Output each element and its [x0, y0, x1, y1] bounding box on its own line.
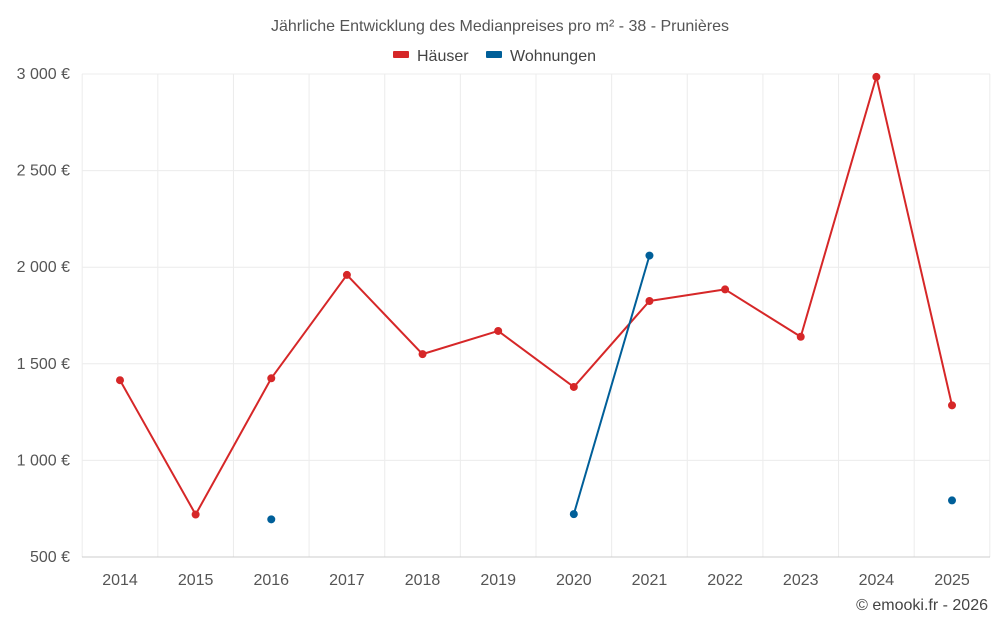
- x-tick-label-2025: 2025: [934, 572, 970, 589]
- series-0: [116, 72, 956, 519]
- credit-text: © emooki.fr - 2026: [856, 597, 988, 614]
- data-point-2021[interactable]: [645, 251, 654, 260]
- data-point-2015[interactable]: [191, 510, 200, 519]
- legend: Häuser Wohnungen: [393, 48, 596, 65]
- y-tick-label: 1 000 €: [17, 452, 70, 469]
- series-line-segment: [875, 75, 953, 407]
- x-tick-label-2021: 2021: [632, 572, 668, 589]
- series-line-segment: [421, 329, 500, 356]
- x-tick-label-2024: 2024: [859, 572, 895, 589]
- chart-title: Jährliche Entwicklung des Medianpreises …: [271, 18, 729, 35]
- data-point-2019[interactable]: [494, 326, 503, 335]
- series-line-segment: [572, 300, 651, 388]
- y-tick-label: 3 000 €: [17, 66, 70, 83]
- legend-item-wohnungen[interactable]: Wohnungen: [486, 48, 596, 65]
- data-point-2023[interactable]: [796, 332, 805, 341]
- y-tick-label: 500 €: [30, 549, 70, 566]
- series-line-segment: [724, 288, 802, 338]
- grid: [81, 73, 991, 558]
- x-tick-label-2017: 2017: [329, 572, 365, 589]
- data-point-2016[interactable]: [267, 374, 276, 383]
- series-line-segment: [497, 329, 575, 388]
- x-tick-label-2023: 2023: [783, 572, 819, 589]
- series-line-segment: [119, 379, 197, 516]
- legend-item-haeuser[interactable]: Häuser: [393, 48, 469, 65]
- legend-label-wohnungen: Wohnungen: [510, 48, 596, 65]
- series-line-segment: [345, 273, 424, 356]
- series: [116, 72, 956, 524]
- series-1: [267, 251, 956, 524]
- x-tick-label-2016: 2016: [253, 572, 289, 589]
- x-tick-label-2014: 2014: [102, 572, 138, 589]
- data-point-2024[interactable]: [872, 72, 881, 81]
- x-tick-label-2019: 2019: [480, 572, 516, 589]
- y-tick-label: 1 500 €: [17, 356, 70, 373]
- data-point-2014[interactable]: [116, 376, 124, 385]
- data-point-2018[interactable]: [418, 350, 427, 359]
- data-point-2022[interactable]: [721, 285, 730, 294]
- legend-swatch-wohnungen: [486, 51, 502, 58]
- x-tick-label-2018: 2018: [405, 572, 441, 589]
- legend-swatch-haeuser: [393, 51, 409, 58]
- data-point-2016[interactable]: [267, 515, 276, 524]
- y-tick-label: 2 000 €: [17, 259, 70, 276]
- series-line-segment: [194, 377, 273, 516]
- data-point-2020[interactable]: [569, 510, 578, 519]
- x-tick-label-2020: 2020: [556, 572, 592, 589]
- series-line-segment: [270, 273, 348, 380]
- data-point-2020[interactable]: [569, 382, 578, 391]
- data-point-2021[interactable]: [645, 297, 654, 306]
- x-tick-label-2022: 2022: [707, 572, 743, 589]
- y-tick-label: 2 500 €: [17, 163, 70, 180]
- data-point-2025[interactable]: [948, 401, 956, 410]
- legend-label-haeuser: Häuser: [417, 48, 469, 65]
- data-point-2017[interactable]: [342, 270, 351, 279]
- series-line-segment: [572, 254, 651, 516]
- series-line-segment: [799, 75, 878, 338]
- axes: 2014 2015 2016 2017 2018 2019 2020 2021 2022 2023…: [17, 66, 970, 589]
- data-point-2025[interactable]: [948, 496, 956, 505]
- series-line-segment: [648, 288, 727, 303]
- x-tick-label-2015: 2015: [178, 572, 214, 589]
